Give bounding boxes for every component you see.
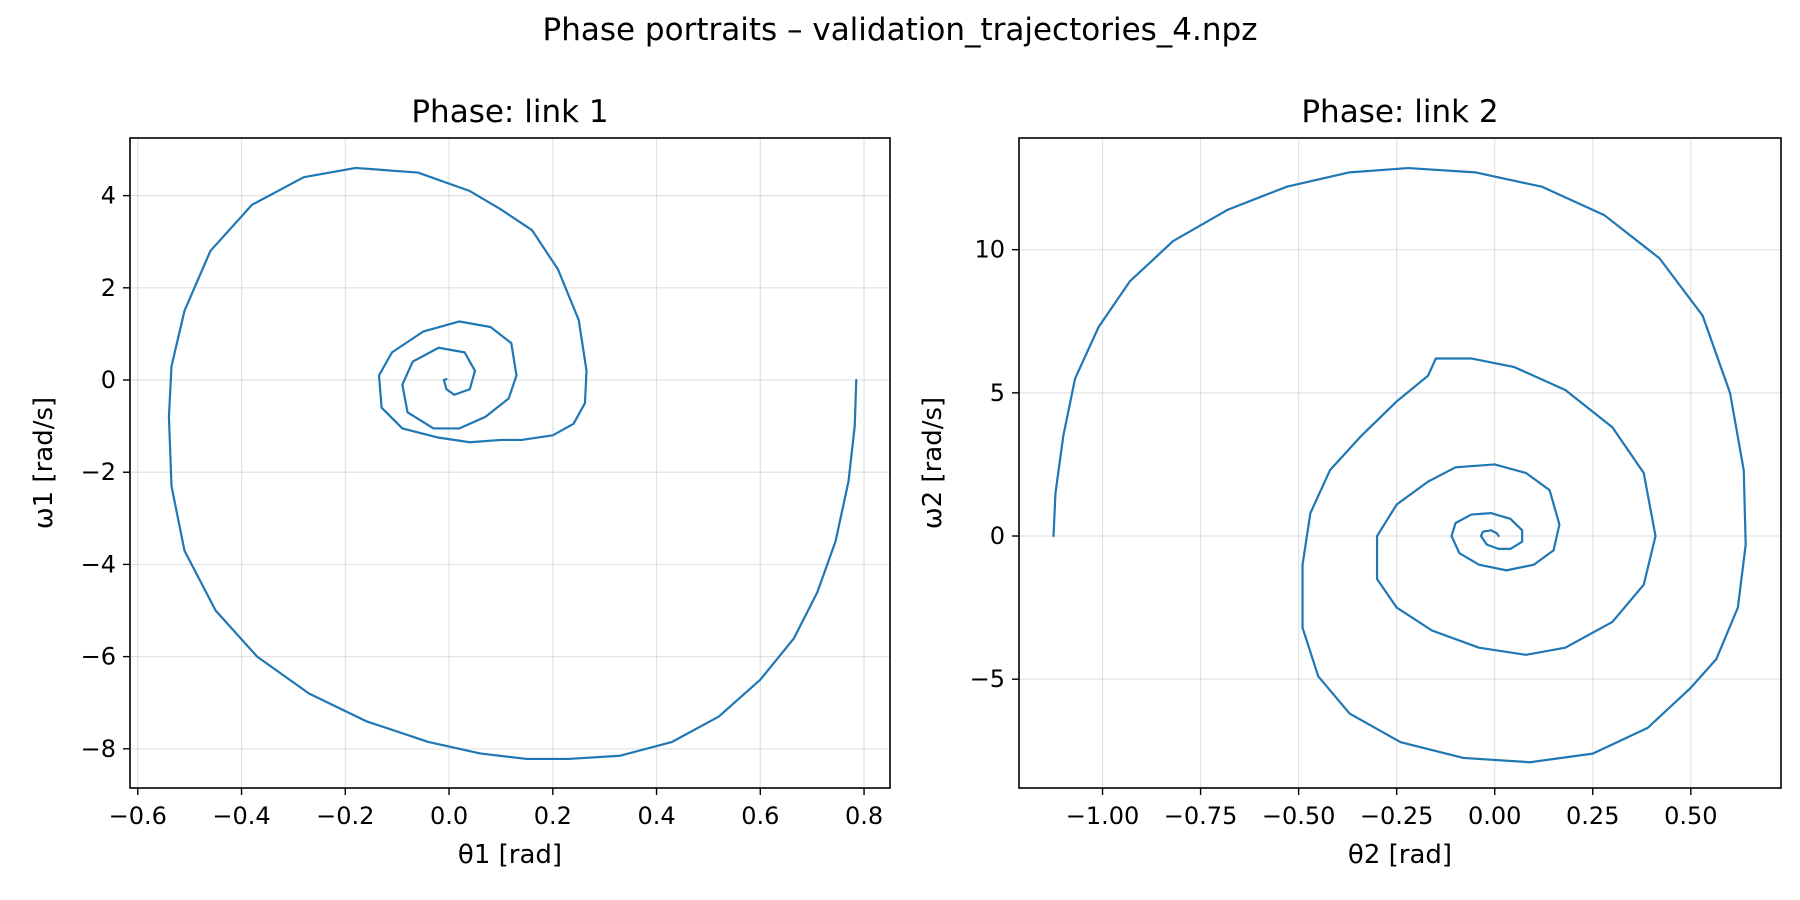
axes-frame — [1018, 137, 1782, 789]
x-tick-label: −1.00 — [1066, 802, 1140, 830]
x-tick-label: −0.75 — [1164, 802, 1238, 830]
series-line — [1052, 166, 1747, 764]
y-tick-label: −2 — [81, 458, 116, 486]
y-tick-label: 4 — [101, 182, 116, 210]
axes-title: Phase: link 1 — [411, 94, 608, 130]
series-line — [167, 166, 858, 761]
y-tick-label: 5 — [990, 379, 1005, 407]
x-tick-label: −0.6 — [109, 802, 167, 830]
x-tick-label: 0.25 — [1566, 802, 1619, 830]
x-axis-label: θ1 [rad] — [458, 840, 562, 870]
x-tick-label: −0.4 — [212, 802, 270, 830]
y-axis-label: ω2 [rad/s] — [918, 397, 948, 529]
axes-title: Phase: link 2 — [1301, 94, 1498, 130]
x-tick-label: 0.2 — [534, 802, 572, 830]
y-tick-label: 10 — [974, 236, 1005, 264]
y-tick-label: −8 — [81, 735, 116, 763]
axes-frame — [129, 137, 891, 789]
x-tick-label: 0.00 — [1468, 802, 1521, 830]
x-axis-label: θ2 [rad] — [1348, 840, 1452, 870]
x-tick-label: −0.2 — [316, 802, 374, 830]
x-tick-label: 0.0 — [430, 802, 468, 830]
x-tick-label: 0.8 — [845, 802, 883, 830]
y-axis-label: ω1 [rad/s] — [29, 397, 59, 529]
y-tick-label: −6 — [81, 643, 116, 671]
x-tick-label: −0.25 — [1360, 802, 1434, 830]
figure-title: Phase portraits – validation_trajectorie… — [542, 12, 1258, 48]
x-tick-label: 0.50 — [1664, 802, 1717, 830]
y-tick-label: 0 — [990, 522, 1005, 550]
y-tick-label: −4 — [81, 550, 116, 578]
y-tick-label: 2 — [101, 274, 116, 302]
x-tick-label: 0.6 — [741, 802, 779, 830]
x-tick-label: −0.50 — [1262, 802, 1336, 830]
x-tick-label: 0.4 — [637, 802, 675, 830]
y-tick-label: 0 — [101, 366, 116, 394]
y-tick-label: −5 — [970, 665, 1005, 693]
